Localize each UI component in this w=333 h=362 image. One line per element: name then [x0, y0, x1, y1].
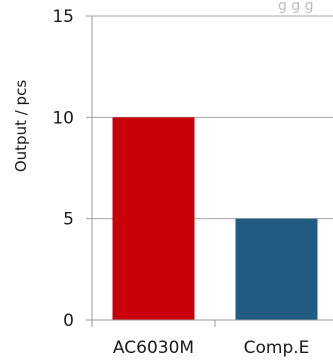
- y-tick-label: 10: [52, 108, 74, 128]
- bar-ac6030m: [112, 117, 195, 320]
- clipped-top-right-text: g g g: [278, 0, 314, 14]
- y-tick-label: 5: [63, 210, 74, 230]
- y-axis-label: Output / pcs: [12, 80, 30, 172]
- bars: [91, 117, 318, 327]
- y-tick-label: 0: [63, 311, 74, 331]
- x-tick-labels: AC6030M Comp.E: [113, 338, 309, 358]
- y-tick-label: 15: [52, 7, 74, 27]
- y-tick-labels: 0 5 10 15: [52, 7, 74, 331]
- x-tick-label: Comp.E: [244, 338, 310, 358]
- bar-comp-e: [235, 218, 318, 320]
- x-tick-label: AC6030M: [113, 338, 194, 358]
